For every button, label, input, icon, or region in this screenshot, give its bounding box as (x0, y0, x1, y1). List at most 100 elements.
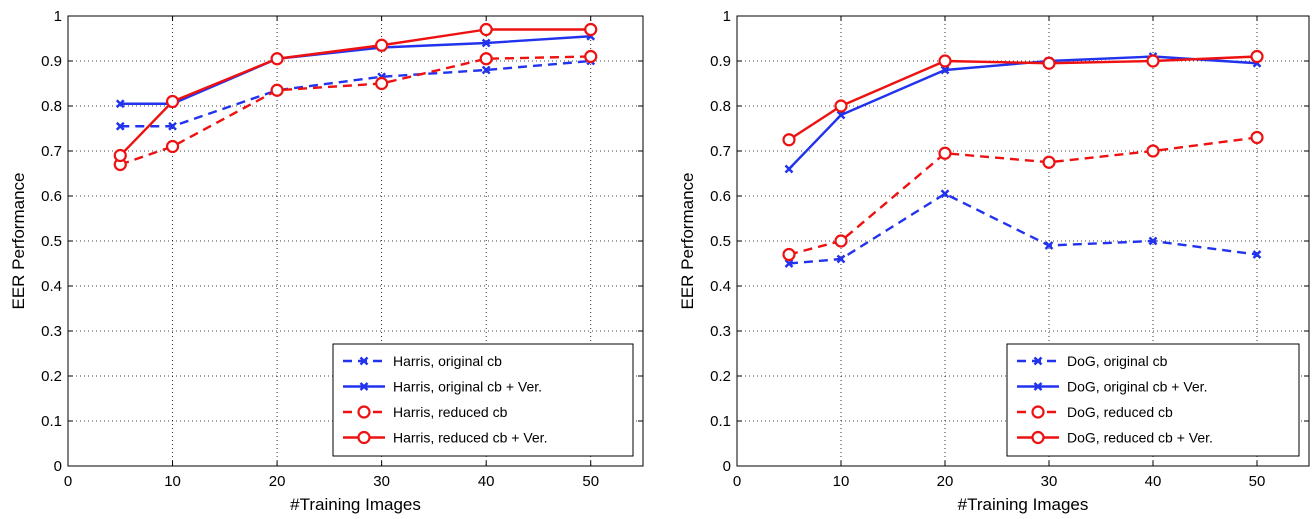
x-tick-label: 50 (582, 473, 599, 490)
data-point (940, 65, 950, 75)
x-tick-label: 20 (269, 473, 286, 490)
data-point (938, 146, 952, 160)
legend-marker (357, 405, 371, 419)
legend-entry-label: DoG, reduced cb (1067, 404, 1173, 420)
legend: DoG, original cb DoG, original cb + Ver. D… (1006, 343, 1300, 457)
series-3 (782, 130, 1264, 262)
y-tick-label: 0.1 (710, 413, 731, 430)
data-point (940, 189, 950, 199)
series-line (119, 28, 591, 157)
data-point (1042, 56, 1056, 70)
y-tick-label: 0.2 (710, 368, 731, 385)
y-tick-label: 0.9 (710, 53, 731, 70)
legend-marker (1033, 356, 1043, 366)
data-point (938, 54, 952, 68)
data-point (1250, 49, 1264, 64)
legend-entry-label: Harris, original cb + Ver. (393, 379, 542, 395)
data-point (375, 76, 389, 91)
legend-marker (357, 430, 371, 445)
data-point (115, 121, 125, 131)
y-tick-label: 0 (54, 458, 62, 475)
data-point (270, 52, 284, 66)
legend-marker (1033, 382, 1043, 391)
series-1 (784, 189, 1262, 268)
y-tick-label: 0.8 (710, 98, 731, 115)
data-point (479, 52, 493, 66)
x-tick-label: 10 (833, 473, 850, 490)
y-tick-label: 0.3 (41, 323, 62, 340)
x-tick-label: 30 (373, 473, 390, 490)
series-line (120, 59, 591, 128)
y-tick-label: 0.4 (710, 278, 731, 295)
legend: Harris, original cb Harris, original cb +… (332, 343, 634, 457)
x-tick-label: 20 (937, 473, 954, 490)
y-tick-label: 0.8 (41, 98, 62, 115)
y-tick-label: 0.5 (41, 233, 62, 250)
y-tick-label: 0.6 (41, 188, 62, 205)
x-axis-label: #Training Images (290, 495, 421, 514)
data-point (584, 49, 598, 64)
data-point (481, 38, 491, 48)
data-point (584, 22, 598, 37)
data-point (784, 259, 794, 268)
data-point (1148, 236, 1158, 246)
y-tick-label: 0.4 (41, 278, 62, 295)
legend-marker (359, 356, 369, 366)
x-tick-label: 10 (164, 473, 181, 490)
data-point (481, 65, 491, 75)
data-point (782, 133, 796, 147)
data-point (270, 83, 284, 97)
legend-entry-label: DoG, original cb (1067, 353, 1168, 369)
data-point (782, 247, 796, 262)
data-point (375, 38, 389, 52)
y-tick-label: 0 (723, 458, 731, 475)
data-point (165, 94, 180, 109)
y-tick-label: 0.6 (710, 188, 731, 205)
y-axis-label: EER Performance (9, 173, 28, 310)
series-line (788, 192, 1258, 265)
data-point (115, 99, 125, 109)
legend-entry-label: Harris, original cb (393, 353, 502, 369)
y-tick-label: 0.9 (41, 53, 62, 70)
x-tick-label: 0 (733, 473, 741, 490)
legend-marker (1031, 430, 1045, 445)
x-tick-label: 40 (478, 473, 495, 490)
y-tick-label: 0.7 (41, 143, 62, 160)
x-tick-label: 50 (1249, 473, 1266, 490)
data-point (834, 234, 848, 248)
data-point (1252, 250, 1262, 259)
series-line (788, 136, 1258, 256)
data-point (1250, 130, 1264, 145)
series-4 (113, 22, 598, 163)
legend-marker (1031, 405, 1045, 419)
data-point (1146, 54, 1160, 68)
chart-panel-1: 0 10 20 30 40 50 0 0.1 0.2 0.3 0.4 0.5 0.6 0.7 0.8 0.9 1… (9, 8, 644, 514)
data-point (113, 148, 127, 163)
legend-entry-label: Harris, reduced cb + Ver. (393, 430, 547, 446)
y-tick-label: 0.3 (710, 323, 731, 340)
x-tick-label: 0 (64, 473, 72, 490)
y-axis-label: EER Performance (678, 173, 697, 310)
series-3 (113, 49, 598, 172)
series-line (788, 55, 1258, 170)
y-tick-label: 0.1 (41, 413, 62, 430)
data-point (836, 254, 846, 264)
y-tick-label: 1 (723, 8, 731, 25)
data-point (836, 110, 846, 120)
data-point (165, 139, 180, 154)
chart-panel-2: 0 10 20 30 40 50 0 0.1 0.2 0.3 0.4 0.5 0.6 0.7 0.8 0.9 1… (678, 8, 1310, 514)
x-tick-label: 40 (1145, 473, 1162, 490)
data-point (168, 121, 177, 131)
series-line (119, 55, 591, 166)
y-tick-label: 0.7 (710, 143, 731, 160)
data-point (479, 22, 493, 37)
legend-entry-label: DoG, reduced cb + Ver. (1067, 430, 1213, 446)
y-tick-label: 0.2 (41, 368, 62, 385)
y-tick-label: 1 (54, 8, 62, 25)
series-line (788, 55, 1258, 141)
data-point (1146, 144, 1160, 158)
x-axis-label: #Training Images (958, 495, 1089, 514)
legend-marker (359, 382, 369, 391)
y-tick-label: 0.5 (710, 233, 731, 250)
